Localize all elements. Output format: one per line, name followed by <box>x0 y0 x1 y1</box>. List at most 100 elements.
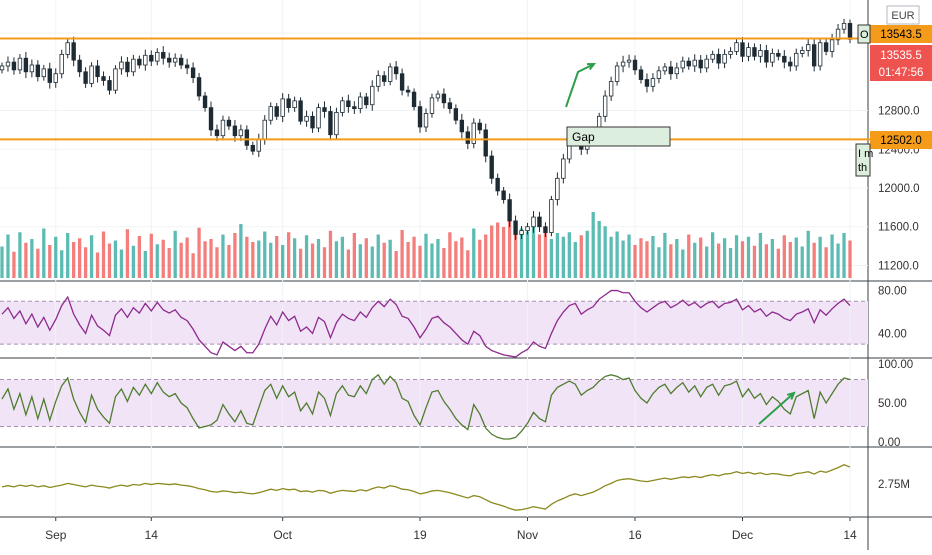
obv-tick-label: 2.75M <box>878 479 910 491</box>
volume-bar <box>406 242 410 278</box>
candle-body <box>692 59 697 67</box>
price-tick-label: 12800.0 <box>878 106 920 118</box>
candle-body <box>41 68 46 78</box>
volume-bar <box>60 250 64 278</box>
volume-bar <box>310 243 315 278</box>
candle-body <box>638 69 644 80</box>
volume-bar <box>466 250 470 278</box>
volume-bar <box>800 246 804 278</box>
volume-bar <box>131 245 136 278</box>
volume-bar <box>525 231 530 278</box>
volume-bar <box>549 239 554 278</box>
candle-body <box>465 131 470 144</box>
volume-bar <box>101 231 106 278</box>
candle-body <box>172 57 178 63</box>
candle-body <box>208 107 214 131</box>
volume-bar <box>18 232 22 278</box>
x-tick-label: Dec <box>732 528 753 542</box>
volume-bar <box>824 247 828 278</box>
x-tick-label: Sep <box>45 528 67 542</box>
obv-line <box>1 464 851 511</box>
candle-body <box>764 50 769 63</box>
candle-body <box>316 107 321 129</box>
x-tick-label: Oct <box>273 528 292 542</box>
volume-bar <box>382 242 386 278</box>
volume-bar <box>490 225 494 278</box>
volume-bar <box>143 251 147 278</box>
volume-bar <box>561 236 565 278</box>
volume-bar <box>501 227 506 278</box>
candle-body <box>280 98 285 117</box>
candle-body <box>23 57 29 73</box>
volume-bar <box>716 243 721 278</box>
volume-bar <box>173 230 177 278</box>
volume-bar <box>770 239 775 278</box>
volume-bar <box>292 238 297 278</box>
candle-body <box>423 113 429 128</box>
volume-bar <box>705 246 709 278</box>
candle-body <box>95 65 100 78</box>
volume-bar <box>239 224 243 278</box>
volume-bar <box>72 242 76 278</box>
volume-bar <box>89 235 94 278</box>
candle-body <box>806 44 811 51</box>
volume-bar <box>275 236 279 278</box>
volume-bar <box>842 233 846 278</box>
candle-body <box>841 22 847 30</box>
last-price-tag <box>870 45 932 81</box>
volume-bar <box>633 245 637 278</box>
candle-body <box>847 22 853 40</box>
volume-bar <box>197 227 201 278</box>
volume-bar <box>758 233 763 278</box>
volume-bar <box>454 241 458 278</box>
candle-body <box>620 61 626 67</box>
price-tick-label: 11200.0 <box>878 260 919 272</box>
volume-bar <box>107 243 112 278</box>
candle-body <box>632 59 638 71</box>
candle-body <box>101 76 106 81</box>
trend-arrow <box>758 392 795 425</box>
volume-bar <box>519 228 524 278</box>
candle-body <box>710 53 715 60</box>
currency-box <box>886 5 920 25</box>
price-tick-label: 12000.0 <box>878 183 920 195</box>
candle-body <box>149 54 154 62</box>
note-box-right-line2: th <box>858 162 867 174</box>
volume-bar <box>818 236 822 278</box>
candle-body <box>220 119 226 137</box>
note-box-top-text: O <box>860 29 869 41</box>
candle-body <box>704 58 709 69</box>
stoch-tick-label: 50.00 <box>878 398 907 410</box>
candle-body <box>29 64 35 73</box>
upper-level-label: 13543.5 <box>880 29 922 41</box>
candle-body <box>722 53 727 64</box>
candle-body <box>238 129 244 137</box>
candle-body <box>376 75 381 87</box>
candle-body <box>113 68 118 91</box>
volume-bar <box>621 240 625 278</box>
rsi-line <box>1 289 851 358</box>
volume-bar <box>322 247 327 278</box>
gap-annotation-box <box>566 126 671 147</box>
volume-bar <box>478 239 482 278</box>
candle-body <box>686 60 691 67</box>
candle-body <box>519 230 524 235</box>
last-price-label: 13535.5 <box>880 50 922 62</box>
candle-body <box>131 58 136 73</box>
volume-bar <box>573 242 577 278</box>
candle-body <box>256 139 261 152</box>
candle-body <box>107 80 112 91</box>
volume-bar <box>209 239 213 278</box>
candle-body <box>196 77 202 97</box>
volume-bar <box>0 246 4 278</box>
volume-bar <box>298 248 303 278</box>
volume-bar <box>740 241 745 278</box>
candle-body <box>274 106 279 117</box>
volume-bar <box>155 244 159 278</box>
volume-bar <box>304 235 309 278</box>
volume-bar <box>185 237 189 278</box>
lower-level-label: 12502.0 <box>880 135 922 147</box>
candle-body <box>322 107 327 112</box>
volume-bar <box>316 239 321 278</box>
